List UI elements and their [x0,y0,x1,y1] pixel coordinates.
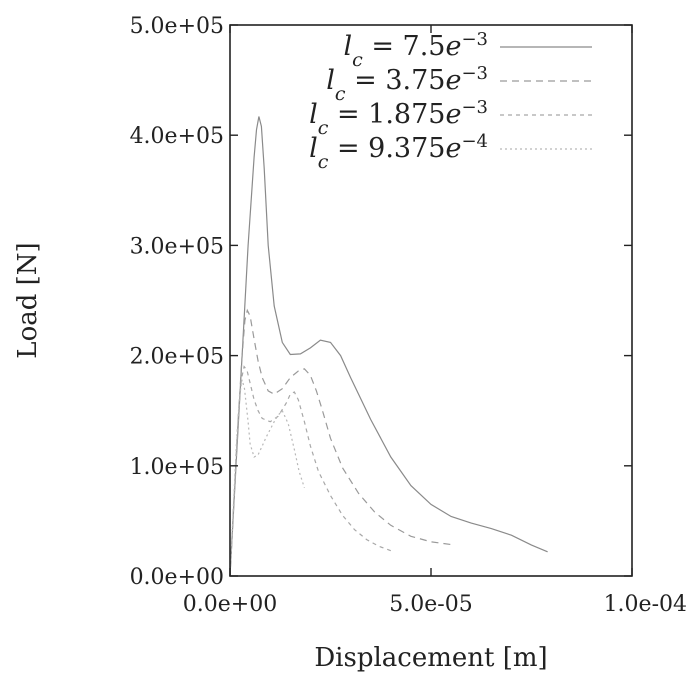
legend-label-1: lc = 7.5e−3 [343,29,488,72]
legend-value: = 3.75 [346,65,446,96]
legend-label-2: lc = 3.75e−3 [326,63,488,106]
series-layer [229,116,548,577]
y-tick-label: 5.0e+05 [130,14,224,39]
legend-superscript: −3 [461,29,488,50]
ticks-layer [229,24,633,577]
legend-exp-base: e [445,133,461,164]
legend-value: = 1.875 [328,99,445,130]
y-axis-label: Load [N] [13,242,43,358]
legend-exp-base: e [445,31,461,62]
legend-symbol: l [309,99,318,130]
legend-exp-base: e [445,65,461,96]
y-tick-label: 2.0e+05 [130,345,224,370]
legend-subscript: c [318,151,329,173]
legend-exp-base: e [445,99,461,130]
legend-value: = 7.5 [363,31,446,62]
legend-subscript: c [335,83,346,105]
series-line-3 [229,365,392,577]
legend-subscript: c [352,49,363,71]
x-axis-label: Displacement [m] [314,643,547,673]
y-tick-label: 4.0e+05 [130,124,224,149]
x-tick-label: 5.0e-05 [389,592,472,617]
tick-labels-layer: 0.0e+00 1.0e+05 2.0e+05 3.0e+05 4.0e+05 5.0e+… [130,14,687,617]
legend-superscript: −3 [461,97,488,118]
legend-symbol: l [326,65,335,96]
x-tick-label: 1.0e-04 [604,592,687,617]
legend-symbol: l [343,31,352,62]
y-tick-label: 3.0e+05 [130,234,224,259]
legend: lc = 7.5e−3lc = 3.75e−3lc = 1.875e−3lc =… [309,29,592,174]
x-tick-label: 0.0e+00 [183,592,277,617]
legend-label-3: lc = 1.875e−3 [309,97,488,140]
legend-subscript: c [318,117,329,139]
y-tick-label: 0.0e+00 [130,565,224,590]
series-line-1 [229,116,548,577]
legend-value: = 9.375 [328,133,445,164]
legend-superscript: −3 [461,63,488,84]
legend-symbol: l [309,133,318,164]
legend-label-4: lc = 9.375e−4 [309,131,488,174]
legend-superscript: −4 [461,131,488,152]
y-tick-label: 1.0e+05 [130,455,224,480]
